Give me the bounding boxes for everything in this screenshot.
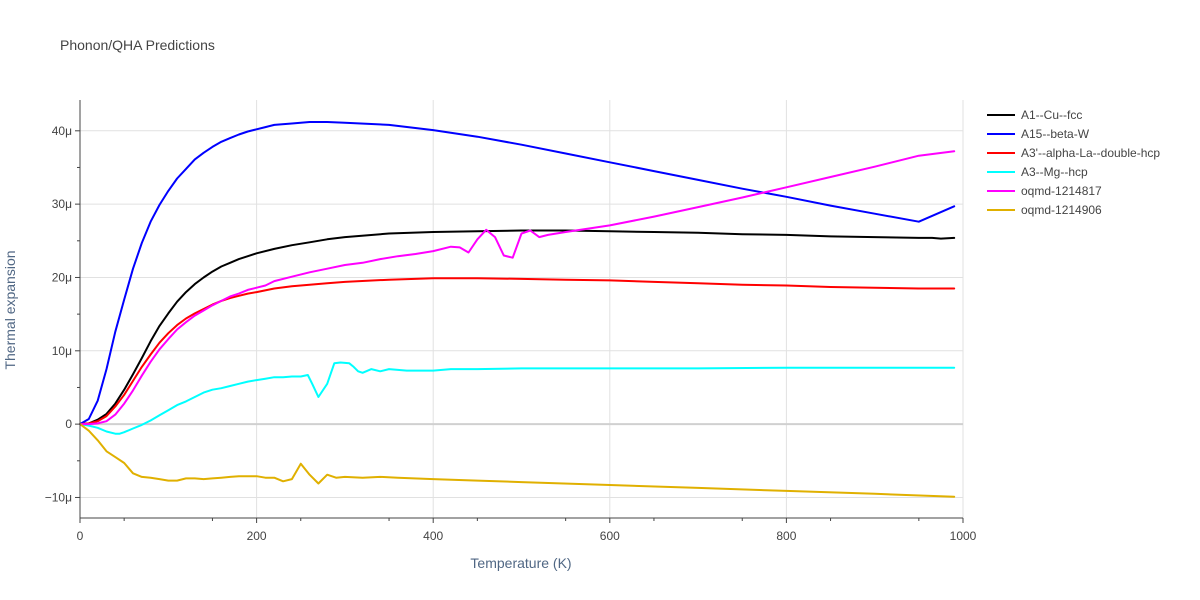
legend-item-4[interactable]: A3--Mg--hcp: [987, 165, 1088, 179]
x-axis-title: Temperature (K): [470, 555, 571, 571]
y-tick-label: 30μ: [52, 197, 72, 211]
series-line-5[interactable]: [79, 150, 956, 426]
x-tick-label: 400: [423, 529, 443, 543]
x-tick-label: 600: [600, 529, 620, 543]
legend-label: A15--beta-W: [1021, 127, 1090, 141]
y-tick-label: 0: [65, 417, 72, 431]
axes: 0 200 400 600 800 1000 −10μ 0 10μ 20μ 30μ 40μ: [45, 100, 977, 543]
y-tick-label: −10μ: [45, 490, 72, 504]
legend-label: A3'--alpha-La--double-hcp: [1021, 146, 1160, 160]
legend-item-6[interactable]: oqmd-1214906: [987, 203, 1102, 217]
chart-title: Phonon/QHA Predictions: [60, 37, 215, 53]
x-tick-label: 800: [776, 529, 796, 543]
legend-item-1[interactable]: A1--Cu--fcc: [987, 108, 1082, 122]
series-line-3[interactable]: [79, 277, 956, 426]
x-tick-label: 0: [77, 529, 84, 543]
series-line-1[interactable]: [79, 229, 956, 426]
legend-item-5[interactable]: oqmd-1214817: [987, 184, 1102, 198]
plot-area[interactable]: [79, 121, 956, 498]
legend-label: oqmd-1214817: [1021, 184, 1102, 198]
legend[interactable]: A1--Cu--fcc A15--beta-W A3'--alpha-La--dou…: [987, 108, 1160, 217]
x-tick-label: 200: [247, 529, 267, 543]
series-line-4[interactable]: [79, 361, 956, 435]
y-tick-label: 40μ: [52, 124, 72, 138]
y-axis-title: Thermal expansion: [2, 250, 18, 369]
series-line-2[interactable]: [79, 121, 956, 426]
y-tick-label: 10μ: [52, 344, 72, 358]
y-tick-label: 20μ: [52, 270, 72, 284]
legend-label: A1--Cu--fcc: [1021, 108, 1082, 122]
legend-label: A3--Mg--hcp: [1021, 165, 1088, 179]
grid: [80, 100, 964, 518]
series-line-6[interactable]: [79, 423, 956, 498]
legend-item-3[interactable]: A3'--alpha-La--double-hcp: [987, 146, 1160, 160]
legend-item-2[interactable]: A15--beta-W: [987, 127, 1090, 141]
legend-label: oqmd-1214906: [1021, 203, 1102, 217]
x-tick-label: 1000: [950, 529, 977, 543]
